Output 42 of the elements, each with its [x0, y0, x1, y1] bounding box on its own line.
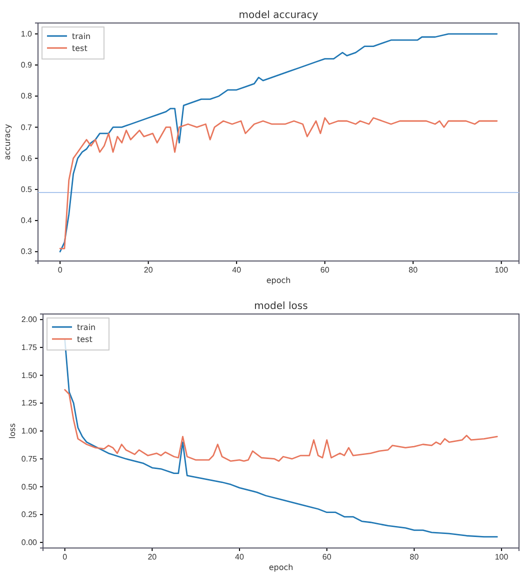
- x-tick-label: 80: [408, 266, 418, 275]
- x-tick-label: 60: [322, 552, 332, 562]
- legend-label: train: [72, 32, 91, 41]
- y-tick-label: 1.0: [20, 29, 33, 38]
- x-tick-label: 0: [62, 552, 68, 562]
- x-tick-label: 20: [144, 266, 154, 275]
- y-tick-label: 0.3: [20, 247, 33, 256]
- x-tick-label: 100: [494, 266, 509, 275]
- x-tick-label: 80: [410, 552, 420, 562]
- y-axis-title: accuracy: [3, 124, 12, 160]
- y-tick-label: 0.6: [20, 154, 33, 163]
- y-axis-title: loss: [8, 423, 17, 439]
- y-tick-label: 0.4: [20, 216, 33, 226]
- chart-title: model loss: [254, 301, 308, 312]
- line-series: [64, 389, 498, 462]
- x-tick-label: 40: [235, 552, 245, 562]
- x-tick-label: 100: [494, 552, 509, 562]
- y-tick-label: 0.9: [20, 60, 33, 70]
- y-tick-label: 1.25: [21, 398, 38, 408]
- y-tick-label: 0.5: [20, 185, 33, 194]
- y-tick-label: 1.00: [21, 426, 38, 436]
- x-tick-label: 40: [232, 266, 242, 275]
- legend-label: train: [77, 323, 96, 332]
- legend-label: test: [72, 44, 88, 53]
- x-tick-label: 60: [320, 266, 330, 275]
- x-tick-label: 20: [148, 552, 158, 562]
- y-tick-label: 0.00: [21, 538, 38, 547]
- legend-label: test: [77, 335, 92, 344]
- x-tick-label: 0: [58, 266, 63, 275]
- line-series: [59, 117, 498, 250]
- line-series: [59, 33, 498, 252]
- y-tick-label: 1.50: [21, 370, 38, 380]
- y-tick-label: 0.8: [20, 92, 33, 101]
- y-tick-label: 0.7: [20, 122, 33, 132]
- y-tick-label: 0.50: [21, 482, 38, 492]
- y-tick-label: 0.75: [21, 454, 38, 464]
- chart-title: model accuracy: [238, 10, 318, 21]
- y-tick-label: 2.00: [21, 315, 38, 324]
- y-tick-label: 0.25: [21, 510, 38, 520]
- y-tick-label: 1.75: [21, 342, 38, 352]
- x-axis-title: epoch: [266, 276, 291, 285]
- x-axis-title: epoch: [268, 563, 294, 572]
